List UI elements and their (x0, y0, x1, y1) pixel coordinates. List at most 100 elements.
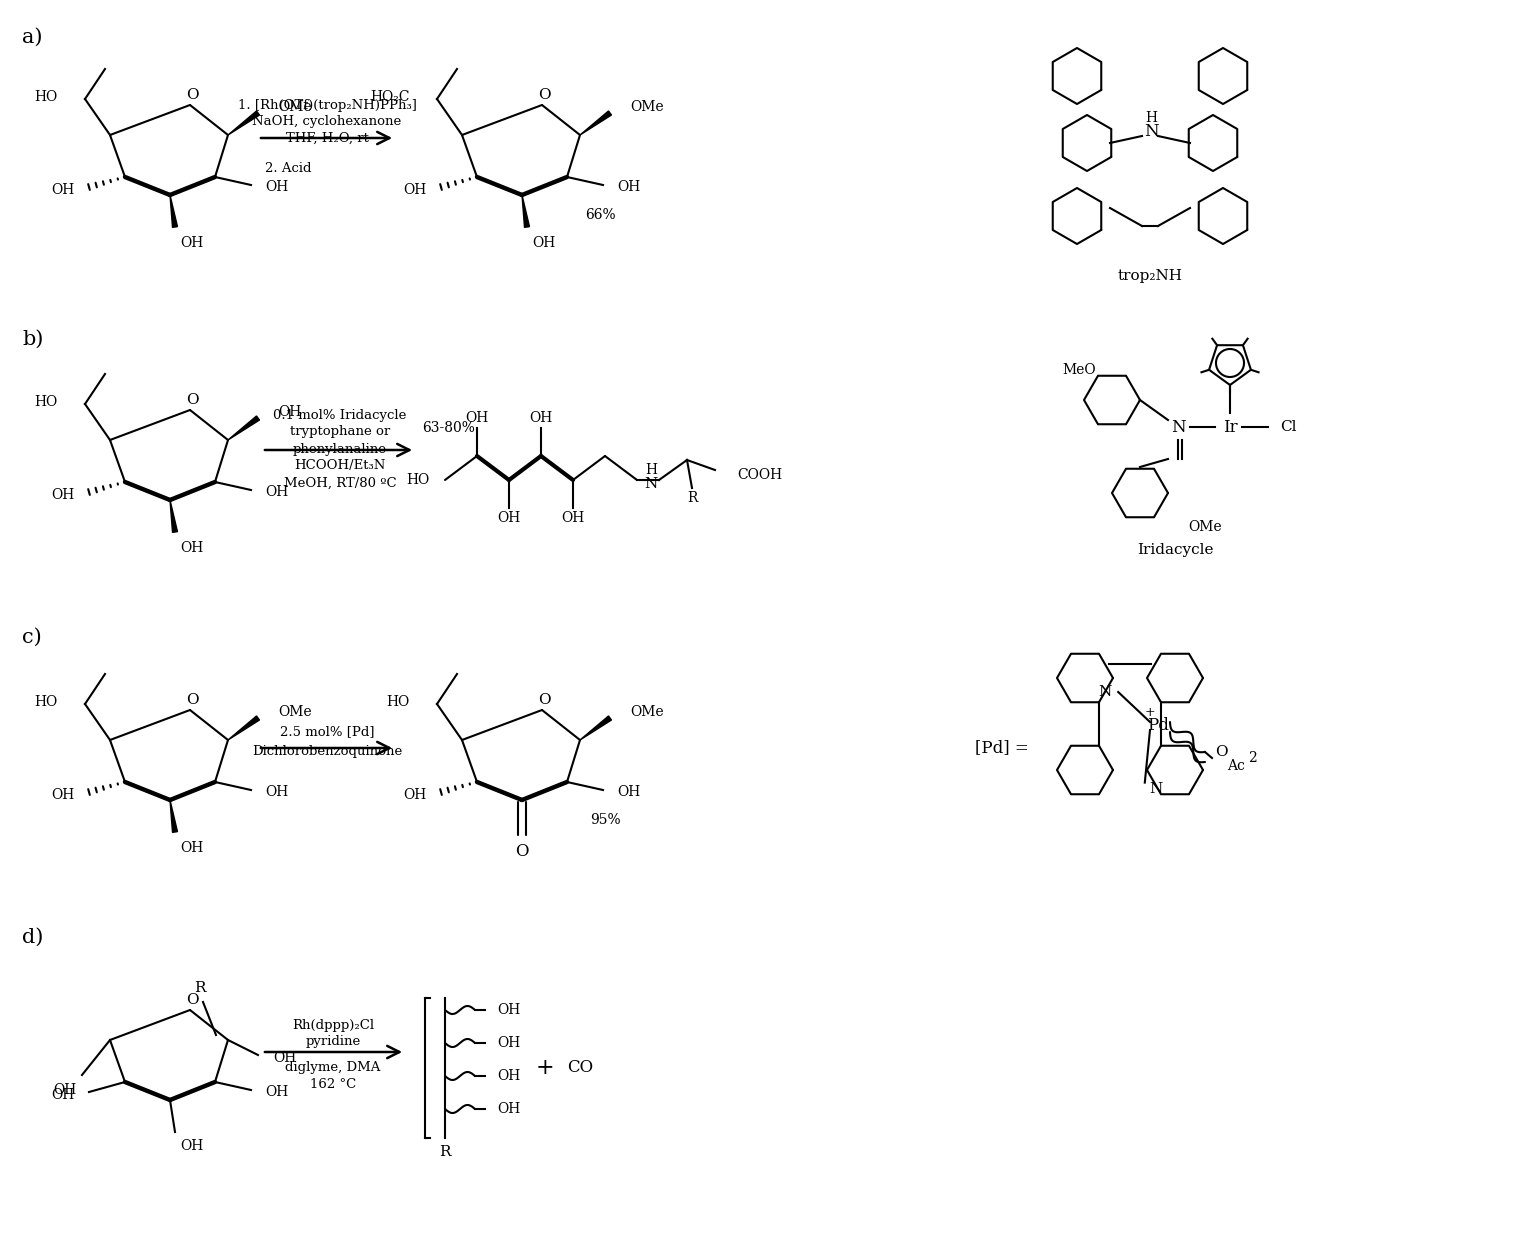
Text: OH: OH (465, 411, 488, 425)
Text: OH: OH (498, 1101, 521, 1116)
Text: THF, H₂O, rt: THF, H₂O, rt (286, 132, 369, 144)
Text: diglyme, DMA: diglyme, DMA (286, 1061, 381, 1075)
Polygon shape (522, 195, 530, 227)
Text: O: O (1215, 746, 1227, 759)
Text: Rh(dppp)₂Cl: Rh(dppp)₂Cl (292, 1019, 375, 1031)
Text: 95%: 95% (590, 813, 621, 827)
Text: pyridine: pyridine (306, 1035, 361, 1049)
Text: a): a) (22, 28, 43, 48)
Text: OH: OH (404, 183, 427, 197)
Polygon shape (227, 715, 260, 741)
Text: phenylanaline: phenylanaline (293, 442, 387, 456)
Text: OH: OH (498, 511, 521, 525)
Polygon shape (170, 195, 178, 227)
Text: MeO: MeO (1061, 363, 1095, 377)
Text: 0.1 mol% Iridacycle: 0.1 mol% Iridacycle (273, 408, 407, 421)
Text: Ir: Ir (1223, 419, 1238, 436)
Text: 1. [Rh(OTf)(trop₂NH)PPh₃]: 1. [Rh(OTf)(trop₂NH)PPh₃] (238, 99, 416, 112)
Text: [Pd] =: [Pd] = (975, 739, 1029, 757)
Text: 66%: 66% (585, 208, 616, 222)
Text: OH: OH (531, 236, 554, 251)
Text: OH: OH (52, 1083, 75, 1096)
Text: +: + (536, 1058, 554, 1079)
Text: MeOH, RT/80 ºC: MeOH, RT/80 ºC (284, 476, 396, 490)
Text: O: O (186, 393, 198, 407)
Text: OH: OH (530, 411, 553, 425)
Text: +: + (1144, 705, 1155, 718)
Text: OH: OH (498, 1002, 521, 1017)
Text: OMe: OMe (278, 705, 312, 719)
Text: R: R (687, 491, 697, 505)
Text: Pd: Pd (1147, 717, 1169, 733)
Text: OH: OH (180, 841, 203, 855)
Text: O: O (186, 992, 198, 1007)
Text: OH: OH (617, 784, 641, 799)
Polygon shape (227, 112, 260, 135)
Text: OH: OH (278, 405, 301, 419)
Text: NaOH, cyclohexanone: NaOH, cyclohexanone (252, 115, 401, 129)
Text: HO: HO (35, 395, 58, 408)
Text: OH: OH (561, 511, 585, 525)
Text: OH: OH (266, 1085, 289, 1099)
Text: HCOOH/Et₃N: HCOOH/Et₃N (295, 460, 386, 472)
Text: OH: OH (498, 1069, 521, 1083)
Text: 63-80%: 63-80% (422, 421, 475, 435)
Polygon shape (227, 416, 260, 440)
Text: OH: OH (52, 183, 75, 197)
Text: N: N (1144, 124, 1158, 140)
Text: HO: HO (387, 695, 410, 709)
Text: d): d) (22, 928, 43, 947)
Text: OH: OH (180, 236, 203, 251)
Text: trop₂NH: trop₂NH (1118, 269, 1183, 283)
Text: tryptophane or: tryptophane or (290, 426, 390, 439)
Text: R: R (439, 1145, 450, 1159)
Text: N: N (1149, 782, 1163, 796)
Text: Cl: Cl (1279, 420, 1296, 434)
Text: OH: OH (617, 180, 641, 194)
Text: OH: OH (52, 1088, 75, 1101)
Text: 2.5 mol% [Pd]: 2.5 mol% [Pd] (280, 725, 375, 738)
Text: OH: OH (266, 485, 289, 499)
Text: CO: CO (567, 1060, 593, 1076)
Text: N: N (1098, 685, 1111, 699)
Text: OH: OH (52, 487, 75, 502)
Text: COOH: COOH (737, 469, 782, 482)
Text: OMe: OMe (630, 100, 664, 114)
Text: O: O (538, 88, 550, 101)
Text: H: H (645, 464, 657, 477)
Text: O: O (538, 693, 550, 707)
Polygon shape (581, 112, 611, 135)
Text: Iridacycle: Iridacycle (1137, 543, 1213, 558)
Text: N: N (1170, 419, 1186, 436)
Text: Ac: Ac (1227, 759, 1244, 773)
Text: OH: OH (266, 784, 289, 799)
Text: OH: OH (266, 180, 289, 194)
Text: HO: HO (407, 472, 430, 487)
Text: c): c) (22, 628, 41, 647)
Text: OH: OH (52, 788, 75, 802)
Text: 162 °C: 162 °C (310, 1079, 356, 1091)
Text: N: N (645, 477, 657, 491)
Text: OMe: OMe (1187, 520, 1221, 534)
Polygon shape (170, 799, 178, 832)
Text: OH: OH (498, 1036, 521, 1050)
Text: R: R (194, 981, 206, 995)
Polygon shape (581, 715, 611, 741)
Text: OH: OH (404, 788, 427, 802)
Text: OMe: OMe (630, 705, 664, 719)
Text: OH: OH (180, 1139, 203, 1153)
Text: H: H (1144, 112, 1157, 125)
Text: b): b) (22, 330, 43, 350)
Text: OH: OH (180, 541, 203, 555)
Text: OMe: OMe (278, 100, 312, 114)
Text: 2. Acid: 2. Acid (266, 162, 312, 174)
Text: O: O (515, 843, 528, 861)
Polygon shape (170, 500, 178, 533)
Text: HO₂C: HO₂C (370, 90, 410, 104)
Text: OH: OH (273, 1051, 296, 1065)
Text: HO: HO (35, 90, 58, 104)
Text: O: O (186, 693, 198, 707)
Text: Dichlorobenzoquinone: Dichlorobenzoquinone (252, 746, 402, 758)
Text: O: O (186, 88, 198, 101)
Text: 2: 2 (1247, 751, 1256, 766)
